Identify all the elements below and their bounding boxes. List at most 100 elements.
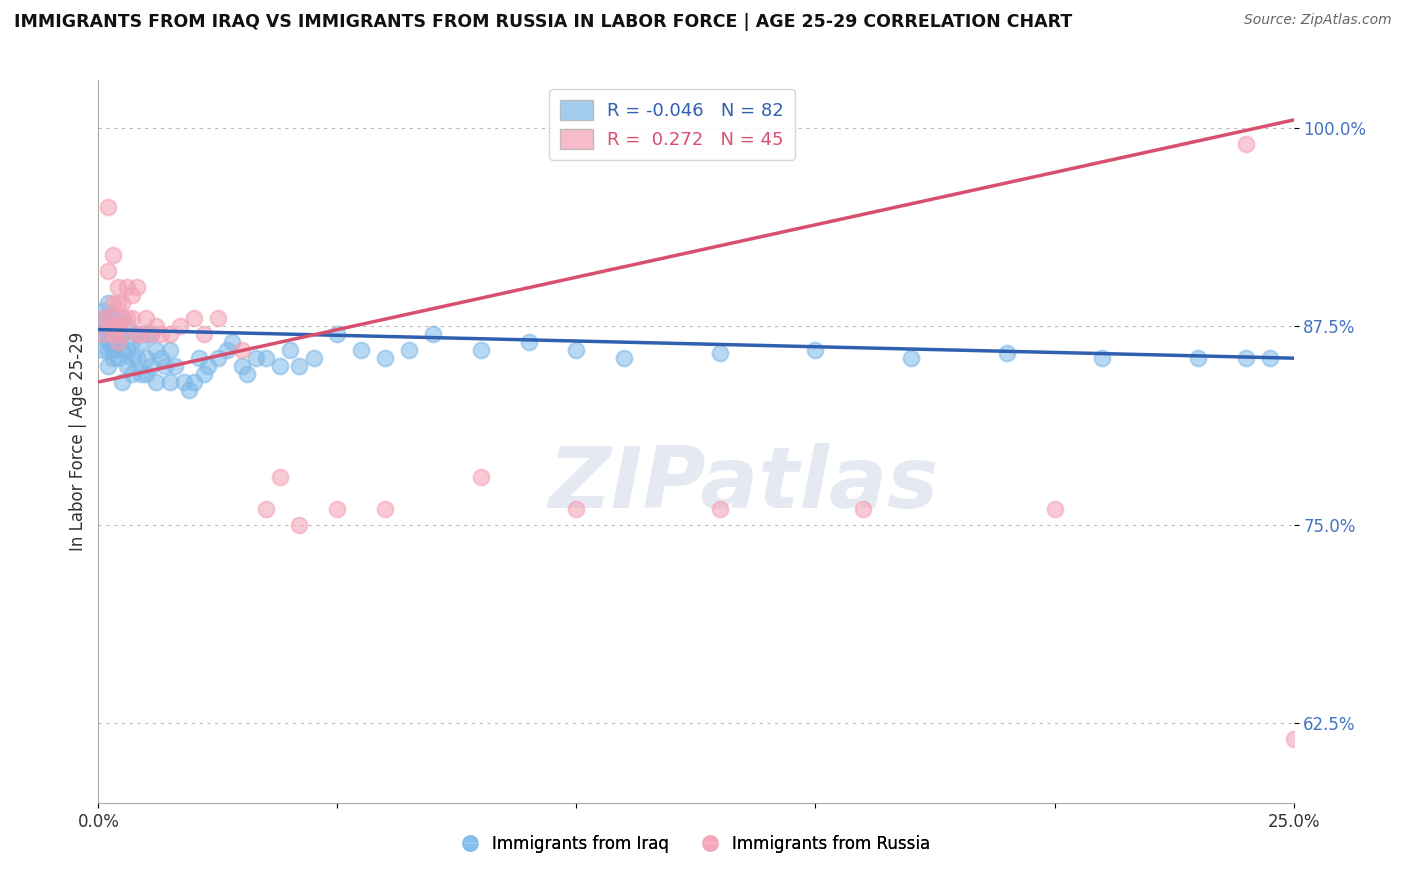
Point (254, 351, 277, 366)
Point (111, 327, 134, 342)
Point (97, 311, 120, 326)
Point (91, 327, 114, 342)
Point (101, 327, 124, 342)
Point (115, 343, 138, 358)
Point (470, 343, 492, 358)
Point (517, 335, 540, 350)
Point (183, 311, 205, 326)
Point (111, 375, 134, 389)
Point (121, 367, 143, 381)
Point (804, 343, 827, 358)
Point (173, 375, 195, 389)
Text: Source: ZipAtlas.com: Source: ZipAtlas.com (1244, 13, 1392, 28)
Point (245, 351, 267, 366)
Point (97, 335, 120, 350)
Point (121, 335, 143, 350)
Point (398, 343, 420, 358)
Point (91, 343, 114, 358)
Point (709, 502, 731, 516)
Point (111, 311, 134, 326)
Point (125, 327, 148, 342)
Point (193, 327, 215, 342)
Point (207, 351, 229, 366)
Point (139, 327, 162, 342)
Point (995, 346, 1018, 360)
Point (101, 311, 124, 326)
Point (101, 335, 124, 350)
Y-axis label: In Labor Force | Age 25-29: In Labor Force | Age 25-29 (69, 332, 87, 551)
Point (159, 327, 181, 342)
Point (1234, 136, 1257, 151)
Point (107, 335, 129, 350)
Point (101, 327, 124, 342)
Point (101, 295, 124, 310)
Point (183, 375, 205, 389)
Point (97, 343, 120, 358)
Point (125, 351, 148, 366)
Point (97, 311, 120, 326)
Point (350, 343, 373, 358)
Point (269, 359, 291, 373)
Point (131, 367, 153, 381)
Point (107, 327, 129, 342)
Point (1234, 351, 1257, 366)
Point (278, 343, 301, 358)
Point (125, 279, 148, 293)
Point (1043, 502, 1066, 516)
Point (470, 470, 492, 484)
Point (115, 319, 138, 334)
Point (97, 264, 120, 278)
Point (163, 359, 186, 373)
Point (101, 343, 124, 358)
Point (107, 295, 129, 310)
Point (101, 319, 124, 334)
Point (115, 279, 138, 293)
Point (179, 383, 201, 397)
Point (852, 502, 875, 516)
Point (565, 502, 588, 516)
Point (1258, 351, 1281, 366)
Point (115, 359, 138, 373)
Point (97, 319, 120, 334)
Point (111, 311, 134, 326)
Point (107, 319, 129, 334)
Point (169, 319, 191, 334)
Point (115, 311, 138, 326)
Point (1091, 351, 1114, 366)
Point (101, 248, 124, 262)
Point (145, 343, 167, 358)
Point (101, 319, 124, 334)
Point (97, 295, 120, 310)
Point (326, 502, 349, 516)
Point (565, 343, 588, 358)
Point (131, 335, 153, 350)
Point (149, 351, 172, 366)
Point (135, 311, 157, 326)
Point (131, 327, 153, 342)
Point (145, 319, 167, 334)
Point (302, 351, 325, 366)
Point (121, 287, 143, 301)
Point (269, 470, 291, 484)
Point (159, 375, 181, 389)
Point (139, 327, 162, 342)
Point (326, 327, 349, 342)
Point (374, 502, 396, 516)
Point (91, 319, 114, 334)
Point (107, 279, 129, 293)
Point (107, 319, 129, 334)
Point (613, 351, 636, 366)
Point (135, 327, 157, 342)
Point (1187, 351, 1209, 366)
Point (217, 343, 239, 358)
Point (207, 311, 229, 326)
Text: ZIPatlas: ZIPatlas (548, 443, 939, 526)
Point (91, 311, 114, 326)
Point (1282, 732, 1305, 747)
Point (254, 502, 277, 516)
Point (197, 359, 219, 373)
Point (187, 351, 209, 366)
Point (374, 351, 396, 366)
Point (101, 351, 124, 366)
Point (159, 343, 181, 358)
